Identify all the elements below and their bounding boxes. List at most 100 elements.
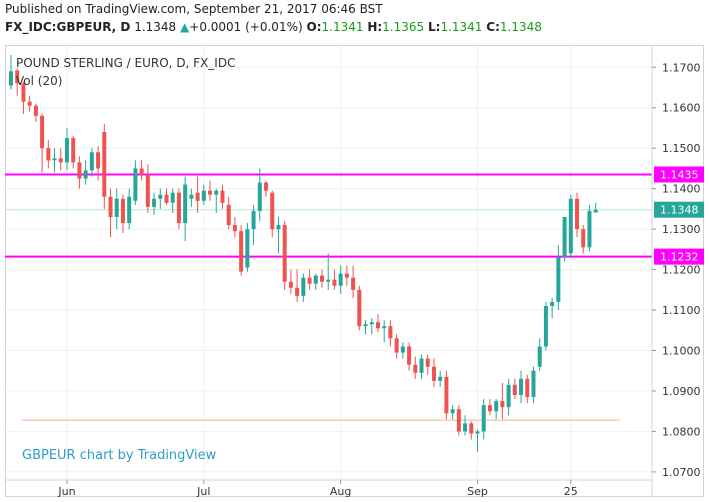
candle-54[interactable] [344, 265, 349, 286]
candles[interactable] [9, 55, 598, 452]
candle-66[interactable] [419, 354, 424, 379]
candle-94[interactable] [593, 202, 598, 213]
candle-10[interactable] [71, 136, 76, 169]
candle-67[interactable] [425, 354, 430, 375]
candle-2[interactable] [21, 81, 26, 114]
candle-92[interactable] [581, 225, 586, 254]
candle-41[interactable] [264, 180, 269, 197]
candle-82[interactable] [519, 370, 524, 404]
candle-6[interactable] [46, 140, 51, 169]
candle-56[interactable] [357, 285, 362, 331]
candle-30[interactable] [195, 176, 200, 213]
candle-35[interactable] [226, 196, 231, 230]
candle-15[interactable] [102, 123, 107, 209]
candle-13[interactable] [89, 148, 94, 177]
candle-40[interactable] [257, 168, 262, 222]
candle-63[interactable] [400, 342, 405, 359]
candle-78[interactable] [494, 399, 499, 420]
candle-74[interactable] [469, 421, 474, 440]
candle-44[interactable] [282, 221, 287, 290]
candle-57[interactable] [363, 320, 368, 335]
candle-16[interactable] [108, 188, 113, 238]
candle-81[interactable] [512, 378, 517, 400]
candle-31[interactable] [201, 184, 206, 205]
candle-58[interactable] [369, 318, 374, 335]
candle-50[interactable] [320, 269, 324, 288]
candle-3[interactable] [27, 95, 32, 112]
candle-71[interactable] [450, 405, 455, 420]
candle-22[interactable] [145, 164, 150, 213]
candle-26[interactable] [170, 188, 175, 213]
candle-45[interactable] [288, 269, 293, 294]
candle-8[interactable] [58, 148, 63, 171]
candle-39[interactable] [251, 204, 256, 246]
candle-34[interactable] [220, 184, 225, 209]
candle-25[interactable] [164, 188, 169, 205]
candle-24[interactable] [158, 188, 163, 209]
candle-49[interactable] [313, 273, 318, 290]
candle-86[interactable] [543, 301, 548, 351]
candle-43[interactable] [276, 216, 281, 254]
candle-62[interactable] [394, 334, 399, 359]
candle-90[interactable] [568, 194, 573, 258]
time-axis[interactable]: Jun Jul Aug Sep 25 [5, 479, 652, 498]
candle-60[interactable] [382, 320, 387, 343]
candle-38[interactable] [245, 223, 250, 272]
candle-46[interactable] [295, 269, 300, 302]
candle-87[interactable] [550, 297, 555, 319]
candle-17[interactable] [114, 188, 119, 230]
candle-91[interactable] [575, 192, 580, 238]
candle-70[interactable] [444, 370, 449, 420]
candle-55[interactable] [351, 265, 356, 298]
candle-76[interactable] [481, 399, 486, 440]
candle-72[interactable] [456, 405, 461, 436]
candle-64[interactable] [407, 342, 412, 371]
candle-1[interactable] [15, 68, 20, 96]
candle-11[interactable] [77, 156, 82, 189]
candle-84[interactable] [531, 366, 536, 404]
candle-4[interactable] [33, 103, 38, 122]
candle-36[interactable] [232, 216, 237, 238]
candle-18[interactable] [120, 194, 125, 234]
candle-85[interactable] [537, 338, 542, 371]
candle-79[interactable] [500, 382, 505, 420]
candle-69[interactable] [438, 370, 443, 387]
candle-83[interactable] [525, 374, 530, 404]
candle-33[interactable] [214, 188, 219, 213]
candle-5[interactable] [40, 113, 45, 173]
candle-37[interactable] [239, 225, 244, 276]
candle-32[interactable] [208, 180, 213, 201]
candle-42[interactable] [270, 190, 275, 238]
candle-9[interactable] [64, 127, 69, 171]
candle-53[interactable] [338, 265, 343, 294]
price-axis[interactable]: 1.1700 1.1600 1.1500 1.1400 1.1300 1.1200 1.11… [651, 45, 701, 496]
candle-88[interactable] [556, 245, 561, 311]
candle-61[interactable] [388, 320, 393, 347]
chart-frame[interactable] [5, 45, 704, 497]
candle-47[interactable] [301, 273, 306, 302]
candle-20[interactable] [133, 160, 138, 205]
candle-21[interactable] [139, 160, 144, 181]
candle-28[interactable] [183, 176, 188, 242]
candle-93[interactable] [587, 204, 592, 252]
candle-77[interactable] [487, 399, 492, 416]
candle-14[interactable] [96, 146, 101, 181]
candle-27[interactable] [176, 188, 181, 230]
candle-48[interactable] [307, 269, 312, 290]
candle-89[interactable] [562, 216, 567, 262]
candle-52[interactable] [332, 269, 337, 290]
candle-29[interactable] [189, 188, 194, 207]
candle-12[interactable] [83, 160, 88, 185]
candle-75[interactable] [475, 429, 480, 452]
candle-65[interactable] [413, 356, 418, 379]
candle-51[interactable] [326, 253, 331, 290]
candle-80[interactable] [506, 378, 511, 416]
candle-73[interactable] [463, 415, 468, 436]
candle-59[interactable] [375, 314, 380, 333]
candle-23[interactable] [152, 192, 157, 215]
candle-0[interactable] [9, 55, 13, 90]
candle-19[interactable] [127, 188, 132, 230]
candle-68[interactable] [431, 358, 436, 387]
candle-7[interactable] [52, 148, 57, 173]
